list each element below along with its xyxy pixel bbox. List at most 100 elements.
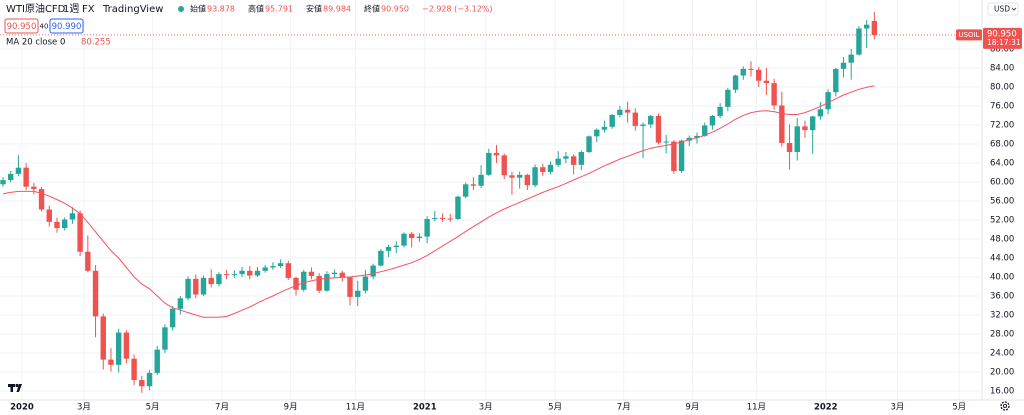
x-tick-label: 3月 [77, 403, 91, 413]
x-tick-label: 5月 [548, 403, 562, 413]
candle-body [840, 62, 847, 69]
candle-body [586, 136, 592, 153]
candle-body [455, 196, 461, 220]
y-tick-label: 32.00 [990, 310, 1014, 320]
currency[interactable]: USD [994, 5, 1010, 14]
indicator-value: 80.255 [81, 38, 111, 48]
x-tick-label: 9月 [284, 403, 298, 413]
candle-body [185, 278, 191, 299]
candle-body [69, 213, 76, 220]
candle-body [108, 359, 114, 365]
symbol-tag-box [956, 29, 982, 41]
candle-body [46, 209, 52, 222]
candle-body [324, 274, 330, 291]
indicator-name: MA 20 close 0 [6, 38, 65, 48]
sell-price[interactable]: 90.950 [7, 22, 37, 32]
candle-body [478, 174, 484, 186]
candle-body [848, 54, 854, 63]
ohlc-value: 89.984 [323, 5, 351, 14]
y-tick-label: 48.00 [990, 234, 1014, 244]
candle-body [717, 106, 723, 116]
buy-price[interactable]: 90.990 [52, 22, 82, 32]
y-tick-label: 72.00 [990, 120, 1014, 130]
x-tick-label: 5月 [146, 403, 160, 413]
ohlc-change: −2.928 (−3.12%) [422, 5, 493, 14]
symbol-tag: USOIL [958, 31, 979, 39]
candle-body [594, 129, 600, 137]
settings-icon[interactable] [1000, 401, 1010, 411]
buy-box[interactable] [49, 18, 84, 34]
candle-body [462, 184, 469, 197]
x-tick-label: 11月 [346, 403, 365, 413]
candle-body [424, 219, 430, 237]
candle-body [779, 105, 785, 143]
axes: 16.00 20.00 24.00 28.00 32.00 36.00 40.00 44.00… [10, 27, 1022, 413]
candle-body [833, 68, 839, 93]
candle-body [524, 174, 531, 186]
candle-body [648, 115, 654, 125]
ohlc-value: 90.950 [381, 5, 409, 14]
header: WTI原油CFD 1週 FX TradingView 始値 93.878 高値 95.… [4, 2, 493, 48]
candle-body [239, 270, 245, 275]
last-price-label: 90.950 [987, 29, 1017, 39]
candle-body [771, 83, 777, 106]
candle-body [493, 152, 500, 156]
spread: 40 [40, 23, 49, 31]
x-tick-label: 7月 [215, 403, 229, 413]
candle-body [732, 75, 739, 90]
candle-body [601, 126, 608, 130]
candle-body [401, 233, 407, 246]
candle-body [655, 115, 662, 143]
candle-body [809, 116, 816, 131]
candle-body [486, 152, 492, 175]
x-tick-label: 7月 [617, 403, 631, 413]
candle-body [378, 250, 384, 266]
candle-body [331, 272, 338, 275]
currency-button[interactable] [987, 2, 1019, 16]
candle-body [609, 114, 615, 127]
x-tick-label: 5月 [952, 403, 966, 413]
candle-body [385, 247, 392, 251]
candle-body [871, 21, 878, 35]
candle-body [755, 69, 762, 81]
candle-body [393, 245, 399, 248]
y-tick-label: 76.00 [990, 101, 1014, 111]
candle-body [301, 271, 307, 290]
candle-body [247, 270, 253, 276]
candle-body [540, 167, 546, 172]
candle-body [547, 164, 554, 172]
candle-body [663, 141, 669, 143]
ohlc-value: 95.791 [265, 5, 293, 14]
exchange: FX [82, 4, 95, 15]
candle-body [632, 112, 639, 126]
candle-body [563, 156, 569, 159]
candle-body [131, 358, 137, 381]
candle-body [85, 251, 91, 271]
candle-body [270, 266, 276, 268]
candle-body [162, 327, 168, 350]
candle-body [139, 380, 145, 387]
candle-body [802, 126, 808, 131]
candle-body [617, 109, 623, 115]
candle-body [254, 270, 261, 276]
candle-body [293, 277, 299, 290]
candle-body [432, 218, 438, 220]
candle-body [817, 109, 824, 117]
candle-body [578, 152, 585, 165]
candle-body [640, 124, 646, 126]
sell-box[interactable] [4, 18, 39, 34]
y-tick-label: 80.00 [990, 82, 1014, 92]
candle-body [671, 141, 677, 172]
y-tick-label: 64.00 [990, 158, 1014, 168]
candle-body [100, 316, 106, 360]
candle-body [169, 308, 176, 328]
y-tick-label: 16.00 [990, 386, 1014, 396]
candle-body [555, 158, 561, 165]
candle-body [416, 236, 423, 239]
y-tick-label: 84.00 [990, 63, 1014, 73]
x-tick-label: 2020 [10, 403, 34, 413]
x-tick-label: 11月 [747, 403, 766, 413]
grid [0, 0, 980, 400]
candle-body [308, 271, 315, 277]
candle-body [694, 135, 700, 138]
